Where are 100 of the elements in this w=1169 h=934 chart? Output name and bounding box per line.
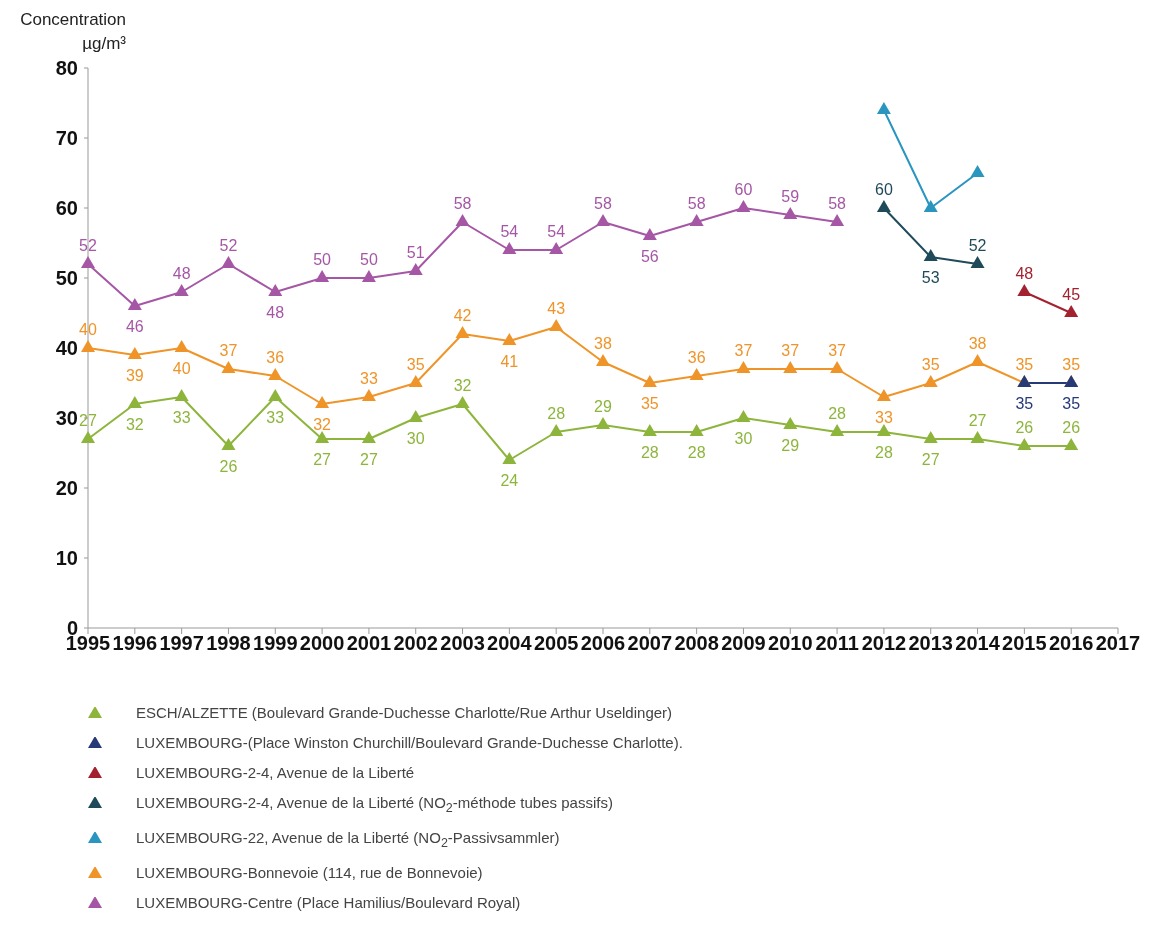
x-tick-label: 2012 — [861, 632, 907, 655]
data-label: 43 — [547, 300, 566, 317]
data-label: 40 — [79, 321, 97, 338]
data-label: 33 — [360, 370, 378, 387]
data-label: 36 — [687, 349, 706, 366]
point — [830, 361, 845, 373]
y-tick-label: 60 — [55, 197, 78, 219]
point — [923, 249, 938, 261]
data-label: 58 — [687, 195, 706, 212]
point — [596, 214, 610, 226]
data-label: 40 — [172, 360, 191, 377]
data-label: 33 — [266, 409, 285, 426]
point — [221, 256, 236, 268]
x-tick-label: 2017 — [1095, 632, 1141, 655]
y-tick-label: 30 — [55, 407, 78, 429]
point — [689, 424, 704, 436]
x-tick-label: 2011 — [815, 632, 859, 655]
data-label: 28 — [875, 444, 893, 461]
data-label: 32 — [313, 416, 332, 433]
legend-label: LUXEMBOURG-2-4, Avenue de la Liberté — [136, 764, 415, 781]
x-tick-label: 2016 — [1048, 632, 1094, 655]
data-label: 28 — [547, 405, 566, 422]
data-label: 41 — [500, 353, 519, 370]
point — [455, 326, 470, 338]
y-tick-label: 40 — [55, 337, 78, 359]
point — [689, 214, 704, 226]
x-tick-label: 1998 — [206, 632, 251, 655]
data-label: 37 — [828, 342, 847, 359]
point — [689, 368, 704, 380]
data-label: 38 — [594, 335, 612, 352]
point — [408, 375, 423, 387]
x-tick-label: 2003 — [440, 632, 485, 655]
data-label: 60 — [734, 181, 753, 198]
x-tick-label: 2007 — [627, 632, 673, 655]
x-tick-label: 1999 — [253, 632, 298, 655]
point — [596, 417, 610, 429]
point — [642, 424, 657, 436]
point — [923, 200, 938, 212]
point — [830, 214, 845, 226]
data-label: 45 — [1062, 286, 1081, 303]
point — [502, 242, 517, 254]
data-label: 59 — [781, 188, 800, 205]
x-tick-label: 2008 — [674, 632, 719, 655]
data-label: 27 — [313, 451, 332, 468]
point — [830, 424, 845, 436]
point — [783, 207, 798, 219]
x-tick-label: 2010 — [768, 632, 813, 655]
x-tick-label: 2014 — [955, 632, 1001, 655]
x-tick-label: 1997 — [159, 632, 204, 655]
point — [361, 389, 376, 401]
data-label: 50 — [313, 251, 332, 268]
point — [127, 347, 142, 359]
point — [174, 389, 189, 401]
data-label: 35 — [1062, 356, 1081, 373]
data-label: 32 — [453, 377, 472, 394]
data-label: 35 — [1015, 395, 1034, 412]
data-label: 58 — [453, 195, 472, 212]
point — [315, 431, 330, 443]
data-label: 27 — [360, 451, 378, 468]
y-tick-label: 70 — [55, 127, 78, 149]
x-tick-label: 2013 — [908, 632, 953, 655]
point — [408, 410, 423, 422]
point — [970, 354, 985, 366]
data-label: 37 — [219, 342, 238, 359]
y-tick-label: 80 — [55, 57, 78, 79]
x-tick-label: 2009 — [721, 632, 766, 655]
point — [455, 396, 470, 408]
data-label: 52 — [79, 237, 97, 254]
x-tick-label: 2004 — [487, 632, 533, 655]
legend-label: LUXEMBOURG-Centre (Place Hamilius/Boulevard Royal) — [136, 894, 521, 911]
data-label: 28 — [640, 444, 659, 461]
data-label: 50 — [360, 251, 378, 268]
data-label: 58 — [594, 195, 612, 212]
data-label: 35 — [921, 356, 940, 373]
x-tick-label: 2015 — [1002, 632, 1047, 655]
data-label: 54 — [500, 223, 519, 240]
point — [1064, 438, 1079, 450]
point — [970, 165, 985, 177]
legend-label: LUXEMBOURG-(Place Winston Churchill/Boulevard Grande-Duchesse Charlotte). — [136, 734, 683, 751]
data-label: 29 — [781, 437, 800, 454]
data-label: 24 — [500, 472, 519, 489]
point — [923, 375, 938, 387]
data-label: 58 — [828, 195, 847, 212]
point — [736, 200, 751, 212]
point — [268, 389, 283, 401]
point — [876, 102, 891, 114]
data-label: 28 — [687, 444, 706, 461]
data-label: 56 — [640, 248, 659, 265]
legend-label: LUXEMBOURG-22, Avenue de la Liberté (NO$_{2}$-Passivsammler) — [136, 829, 560, 850]
x-tick-label: 2005 — [533, 632, 579, 655]
point — [596, 354, 610, 366]
data-label: 27 — [921, 451, 940, 468]
data-label: 35 — [1062, 395, 1081, 412]
point — [174, 284, 189, 296]
legend-label: LUXEMBOURG-Bonnevoie (114, rue de Bonnevoie) — [136, 864, 483, 881]
data-label: 52 — [968, 237, 987, 254]
point — [970, 431, 985, 443]
data-label: 26 — [1062, 419, 1081, 436]
data-label: 26 — [1015, 419, 1034, 436]
data-label: 32 — [125, 416, 144, 433]
